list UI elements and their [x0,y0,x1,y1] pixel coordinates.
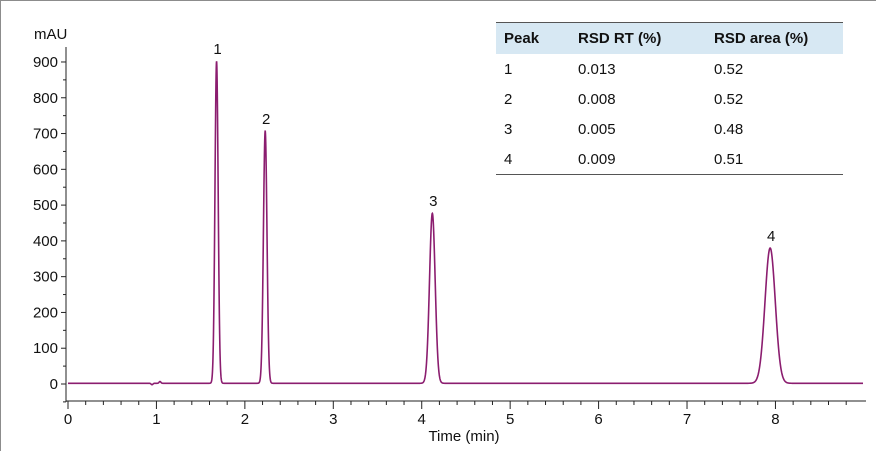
x-tick-label: 7 [683,411,691,428]
cell-rsd-rt: 0.009 [570,144,706,175]
col-header-rsd-rt: RSD RT (%) [570,22,706,54]
table-row: 2 0.008 0.52 [496,84,843,114]
cell-peak: 1 [504,60,513,78]
cell-peak: 4 [496,144,570,175]
x-tick-label: 3 [329,411,337,428]
y-tick-label: 200 [33,304,58,321]
peak-label: 4 [767,228,775,245]
x-tick-label: 6 [594,411,602,428]
cell-rsd-rt: 0.013 [578,60,616,78]
peak-label: 1 [213,41,221,58]
x-tick-label: 0 [64,411,72,428]
y-tick-label: 300 [33,269,58,286]
peak-label: 3 [429,193,437,210]
y-tick-label: 600 [33,161,58,178]
cell-rsd-rt: 0.005 [578,120,616,138]
cell-rsd-rt: 0.008 [578,90,616,108]
chromatogram-trace [68,61,863,386]
y-tick-label: 700 [33,126,58,143]
y-axis-label: mAU [34,26,67,43]
cell-peak: 3 [504,120,513,138]
x-tick-label: 1 [152,411,160,428]
peak-label: 2 [262,111,270,128]
table-row: 3 0.005 0.48 [496,114,843,144]
axes [65,47,866,402]
x-tick-label: 2 [241,411,249,428]
table-row: 1 0.013 0.52 [496,54,843,84]
y-tick-label: 0 [50,376,58,393]
y-tick-label: 500 [33,197,58,214]
cell-rsd-area: 0.48 [714,120,744,138]
y-tick-label: 400 [33,233,58,250]
cell-peak: 2 [504,90,513,108]
rsd-results-table: Peak RSD RT (%) RSD area (%) 1 0.013 0.5… [496,22,843,175]
x-tick-label: 8 [771,411,779,428]
x-tick-label: 5 [506,411,514,428]
cell-rsd-area: 0.51 [706,144,843,175]
ticks: 0 100 200 300 400 500 600 700 800 900 0 1 2 3 4 5 6 7 8 [33,54,847,428]
cell-rsd-area: 0.52 [714,90,744,108]
y-tick-label: 900 [33,54,58,71]
col-header-peak: Peak [496,22,570,54]
y-tick-label: 100 [33,340,58,357]
cell-rsd-area: 0.52 [714,60,744,78]
peak-labels: 1 2 3 4 [213,41,775,245]
x-axis-label: Time (min) [428,428,499,445]
x-tick-label: 4 [418,411,426,428]
table-header-row: Peak RSD RT (%) RSD area (%) [496,22,843,54]
col-header-rsd-area: RSD area (%) [706,22,843,54]
y-tick-label: 800 [33,90,58,107]
table-row: 4 0.009 0.51 [496,144,843,175]
